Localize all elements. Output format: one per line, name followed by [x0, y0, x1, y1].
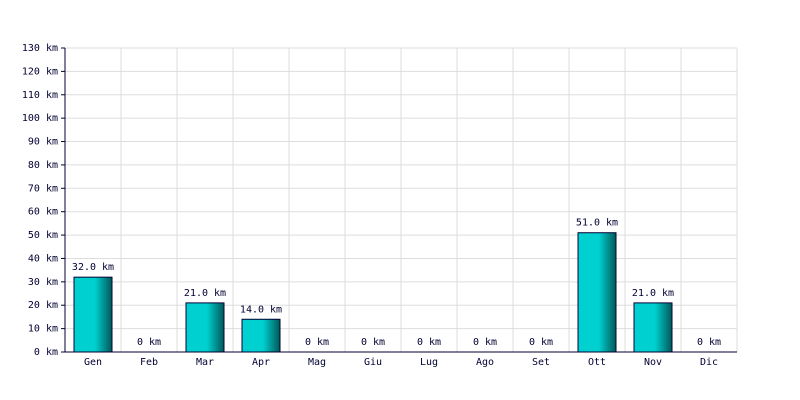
- y-tick-label: 100 km: [22, 113, 58, 124]
- x-tick-label: Mag: [308, 357, 326, 368]
- value-label: 21.0 km: [184, 288, 226, 299]
- x-tick-label: Gen: [84, 357, 102, 368]
- x-tick-label: Mar: [196, 357, 214, 368]
- y-tick-label: 60 km: [28, 207, 58, 218]
- x-tick-label: Lug: [420, 357, 438, 368]
- x-tick-label: Ago: [476, 357, 494, 368]
- value-label: 0 km: [473, 337, 497, 348]
- x-tick-label: Dic: [700, 357, 718, 368]
- bar: [185, 302, 225, 353]
- value-label: 0 km: [137, 337, 161, 348]
- value-label: 0 km: [697, 337, 721, 348]
- x-tick-label: Ott: [588, 357, 606, 368]
- value-label: 32.0 km: [72, 262, 114, 273]
- y-tick-label: 40 km: [28, 253, 58, 264]
- y-tick-label: 120 km: [22, 66, 58, 77]
- x-tick-label: Feb: [140, 357, 158, 368]
- y-tick-label: 30 km: [28, 277, 58, 288]
- bar: [577, 232, 617, 353]
- y-tick-label: 110 km: [22, 90, 58, 101]
- value-label: 0 km: [417, 337, 441, 348]
- bar: [633, 302, 673, 353]
- bar: [241, 318, 281, 353]
- value-label: 0 km: [529, 337, 553, 348]
- value-label: 51.0 km: [576, 218, 618, 229]
- y-tick-label: 130 km: [22, 43, 58, 54]
- y-tick-label: 0 km: [34, 347, 58, 358]
- y-tick-label: 50 km: [28, 230, 58, 241]
- y-tick-label: 20 km: [28, 300, 58, 311]
- value-label: 14.0 km: [240, 304, 282, 315]
- x-tick-label: Nov: [644, 357, 662, 368]
- x-tick-label: Set: [532, 357, 550, 368]
- x-tick-label: Giu: [364, 357, 382, 368]
- x-tick-label: Apr: [252, 357, 270, 368]
- value-label: 0 km: [305, 337, 329, 348]
- y-tick-label: 80 km: [28, 160, 58, 171]
- bar: [73, 276, 113, 353]
- value-label: 0 km: [361, 337, 385, 348]
- value-label: 21.0 km: [632, 288, 674, 299]
- y-tick-label: 10 km: [28, 324, 58, 335]
- y-tick-label: 70 km: [28, 183, 58, 194]
- y-tick-label: 90 km: [28, 137, 58, 148]
